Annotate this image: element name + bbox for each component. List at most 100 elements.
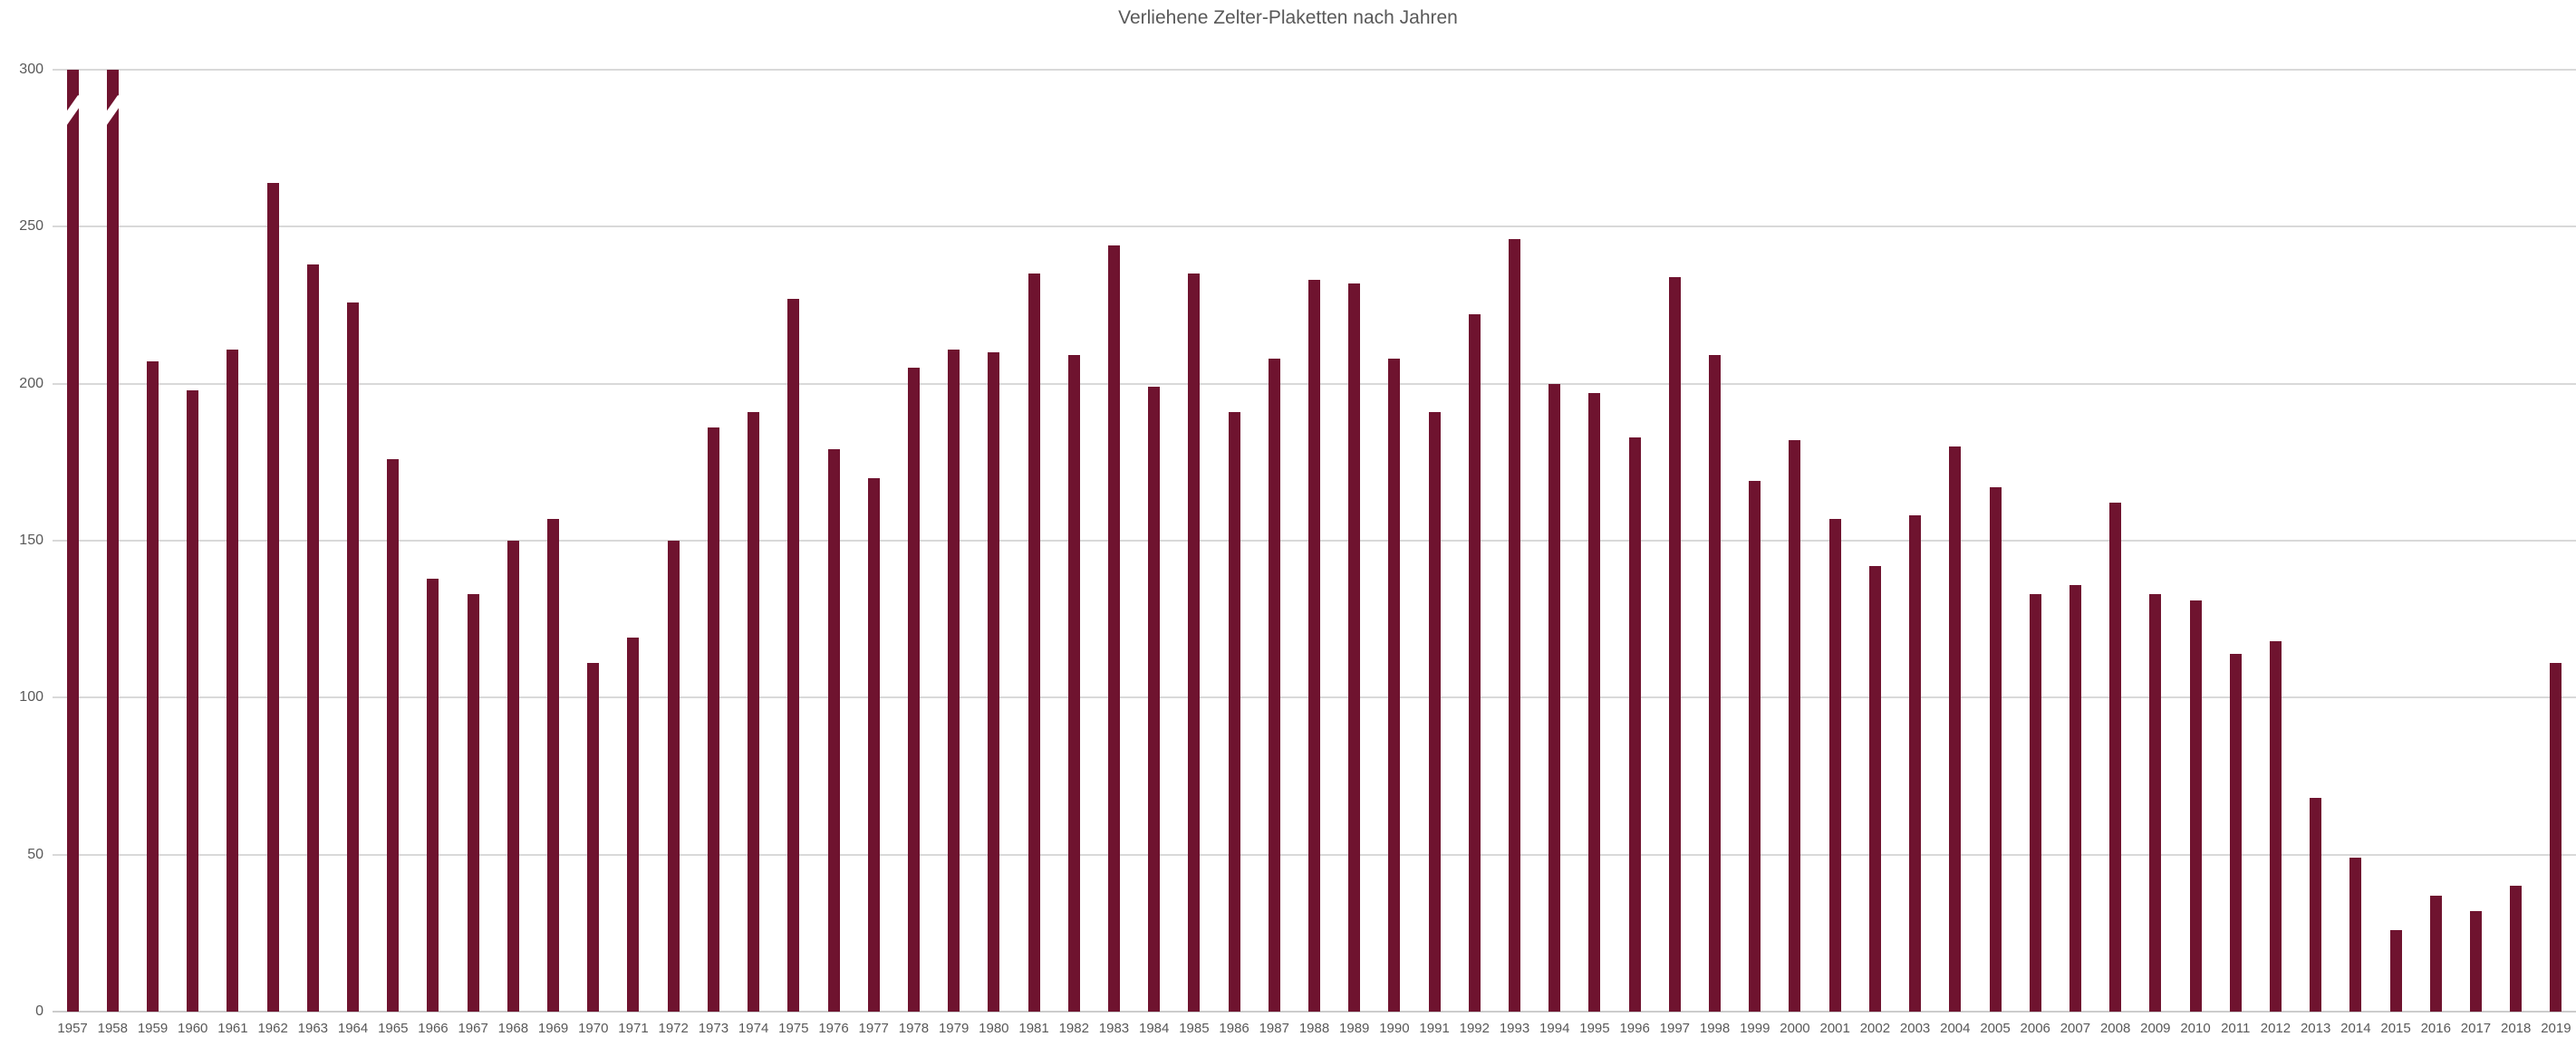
bar-2012 — [2269, 640, 2282, 1012]
x-axis-tick-label-2011: 2011 — [2221, 1021, 2251, 1036]
x-axis-tick-label-2003: 2003 — [1899, 1021, 1931, 1036]
bar-1963 — [306, 264, 319, 1012]
bar-1988 — [1308, 280, 1320, 1012]
bar-2003 — [1909, 515, 1922, 1012]
x-axis-tick-label-1989: 1989 — [1339, 1021, 1370, 1036]
y-axis-tick-label-50: 50 — [27, 846, 43, 862]
bar-1983 — [1107, 245, 1120, 1012]
bar-1995 — [1588, 393, 1601, 1012]
y-axis-tick-label-300: 300 — [19, 62, 43, 77]
axis-break-mark-1958 — [100, 94, 125, 126]
x-axis-tick-label-1980: 1980 — [979, 1021, 1009, 1036]
x-axis-tick-label-2004: 2004 — [1940, 1021, 1971, 1036]
gridline-y-300 — [53, 69, 2576, 71]
bar-1967 — [467, 593, 479, 1012]
x-axis-tick-label-1994: 1994 — [1539, 1021, 1570, 1036]
x-axis-tick-label-1993: 1993 — [1499, 1021, 1530, 1036]
bar-1981 — [1028, 274, 1040, 1012]
bar-1961 — [227, 349, 239, 1012]
x-axis-tick-label-2016: 2016 — [2420, 1021, 2451, 1036]
bar-1992 — [1468, 314, 1481, 1012]
x-axis-tick-label-2019: 2019 — [2541, 1021, 2571, 1036]
bar-1978 — [907, 368, 920, 1012]
x-axis-tick-label-2000: 2000 — [1780, 1021, 1810, 1036]
axis-break-mark-1957 — [60, 94, 85, 126]
bar-1965 — [387, 458, 400, 1012]
bar-1982 — [1067, 355, 1080, 1012]
bar-1973 — [707, 427, 719, 1012]
x-axis-tick-label-1972: 1972 — [658, 1021, 689, 1036]
x-axis-tick-label-1971: 1971 — [618, 1021, 649, 1036]
bar-2000 — [1789, 440, 1801, 1012]
x-axis-tick-label-2008: 2008 — [2099, 1021, 2131, 1036]
bar-2007 — [2069, 584, 2081, 1012]
bar-1999 — [1749, 481, 1761, 1012]
bar-1990 — [1388, 358, 1401, 1012]
bar-1960 — [187, 389, 199, 1012]
bar-1964 — [347, 302, 360, 1012]
bar-1957 — [60, 70, 85, 1012]
bar-2006 — [2029, 593, 2041, 1012]
bar-2009 — [2149, 593, 2162, 1012]
bar-1972 — [667, 541, 680, 1012]
x-axis-tick-label-1990: 1990 — [1379, 1021, 1410, 1036]
bar-1968 — [507, 541, 519, 1012]
x-axis-tick-label-1964: 1964 — [337, 1021, 369, 1036]
x-axis-tick-label-1986: 1986 — [1219, 1021, 1249, 1036]
bar-1997 — [1668, 276, 1681, 1012]
gridline-y-250 — [53, 226, 2576, 228]
bar-1974 — [748, 411, 760, 1012]
x-axis-tick-label-1992: 1992 — [1459, 1021, 1490, 1036]
x-axis-tick-label-1962: 1962 — [257, 1021, 288, 1036]
bar-1989 — [1348, 283, 1361, 1012]
bar-1970 — [587, 663, 600, 1012]
bar-1975 — [787, 299, 800, 1012]
x-axis-tick-label-1969: 1969 — [537, 1021, 569, 1036]
x-axis-tick-label-1967: 1967 — [458, 1021, 488, 1036]
y-axis-tick-label-250: 250 — [19, 218, 43, 235]
bar-2017 — [2469, 911, 2482, 1012]
x-axis-tick-label-1963: 1963 — [297, 1021, 329, 1036]
x-axis-tick-label-1991: 1991 — [1419, 1021, 1450, 1036]
y-axis-tick-label-200: 200 — [19, 375, 43, 391]
bar-2013 — [2310, 798, 2322, 1012]
x-axis-tick-label-1978: 1978 — [898, 1021, 930, 1036]
bar-1977 — [867, 477, 880, 1012]
bar-2001 — [1828, 518, 1841, 1012]
bar-1984 — [1148, 387, 1161, 1012]
bar-1979 — [948, 349, 960, 1012]
x-axis-tick-label-1985: 1985 — [1179, 1021, 1210, 1036]
bar-1976 — [827, 449, 840, 1012]
x-axis-tick-label-1976: 1976 — [818, 1021, 849, 1036]
bar-1986 — [1228, 411, 1240, 1012]
x-axis-tick-label-1996: 1996 — [1619, 1021, 1650, 1036]
x-axis-tick-label-2012: 2012 — [2260, 1021, 2291, 1036]
x-axis-tick-label-1981: 1981 — [1018, 1021, 1049, 1036]
gridline-y-0 — [53, 1011, 2576, 1013]
x-axis-tick-label-1982: 1982 — [1058, 1021, 1089, 1036]
x-axis-tick-label-1973: 1973 — [698, 1021, 729, 1036]
x-axis-tick-label-1968: 1968 — [497, 1021, 529, 1036]
bar-2016 — [2429, 895, 2442, 1012]
x-axis-tick-label-1959: 1959 — [137, 1021, 169, 1036]
bar-2015 — [2389, 929, 2402, 1012]
x-axis-tick-label-2005: 2005 — [1980, 1021, 2011, 1036]
x-axis-tick-label-2006: 2006 — [2020, 1021, 2050, 1036]
x-axis-tick-label-1960: 1960 — [178, 1021, 208, 1036]
x-axis-tick-label-2002: 2002 — [1859, 1021, 1891, 1036]
x-axis-tick-label-2018: 2018 — [2501, 1021, 2532, 1036]
bar-1998 — [1709, 355, 1722, 1012]
x-axis-tick-label-1984: 1984 — [1138, 1021, 1170, 1036]
bar-2011 — [2229, 653, 2242, 1012]
x-axis-tick-label-2014: 2014 — [2340, 1021, 2371, 1036]
bar-1962 — [266, 182, 279, 1012]
bar-2005 — [1989, 487, 2002, 1012]
y-axis-tick-label-100: 100 — [19, 689, 43, 706]
x-axis-tick-label-1965: 1965 — [378, 1021, 409, 1036]
bar-1994 — [1548, 383, 1561, 1012]
bar-2002 — [1868, 565, 1881, 1012]
bar-1971 — [627, 638, 640, 1012]
chart-title: Verliehene Zelter-Plaketten nach Jahren — [1118, 7, 1458, 28]
x-axis-tick-label-2010: 2010 — [2180, 1021, 2211, 1036]
